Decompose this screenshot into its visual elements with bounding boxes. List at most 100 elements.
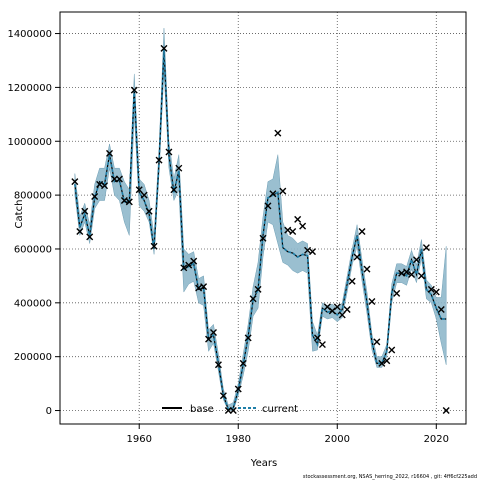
observed-point [437, 306, 445, 314]
observed-point-stroke [427, 285, 435, 293]
observed-point-stroke [358, 227, 366, 235]
observed-point-stroke [338, 311, 346, 319]
observed-point [115, 175, 123, 183]
observed-point-stroke [383, 357, 391, 365]
observed-point-stroke [274, 129, 282, 137]
observed-point [135, 186, 143, 194]
observed-point-stroke [279, 187, 287, 195]
observed-point [373, 338, 381, 346]
observed-point [398, 269, 406, 277]
observed-point-stroke [348, 277, 356, 285]
observed-point [155, 156, 163, 164]
observed-point [264, 202, 272, 210]
observed-point [234, 385, 242, 393]
observed-point [145, 207, 153, 215]
observed-point [412, 256, 420, 264]
observed-point-stroke [333, 303, 341, 311]
observed-point-stroke [91, 192, 99, 200]
observed-point-stroke [71, 178, 79, 186]
observed-point [71, 178, 79, 186]
y-tick-label: 1200000 [7, 83, 52, 94]
observed-point [343, 306, 351, 314]
observed-point-stroke [130, 86, 138, 94]
observed-point-stroke [120, 197, 128, 204]
observed-point [333, 303, 341, 311]
legend-base-label: base [190, 404, 214, 415]
observed-point-stroke [155, 156, 163, 164]
confidence-band [74, 28, 447, 411]
observed-point-stroke [408, 271, 416, 279]
observed-point-stroke [160, 44, 168, 52]
y-tick-label: 600000 [14, 244, 52, 255]
observed-point-stroke [313, 334, 321, 342]
observed-point [338, 311, 346, 319]
observed-point [170, 186, 178, 194]
observed-point-stroke [259, 234, 267, 242]
observed-point [214, 361, 222, 369]
observed-point [422, 244, 430, 252]
observed-point-stroke [101, 182, 109, 190]
observed-point [219, 392, 227, 400]
observed-point-stroke [86, 233, 94, 241]
observed-point-stroke [264, 202, 272, 210]
observed-point [130, 86, 138, 94]
observed-point [388, 346, 396, 354]
observed-point [408, 271, 416, 279]
y-tick-label: 200000 [14, 352, 52, 363]
observed-point-stroke [269, 190, 277, 198]
observed-point-stroke [165, 148, 173, 156]
observed-point-stroke [234, 385, 242, 393]
observed-point-stroke [125, 198, 133, 206]
observed-point [200, 283, 208, 291]
observed-point [140, 191, 148, 199]
observed-point-stroke [96, 180, 104, 188]
observed-point-stroke [214, 361, 222, 369]
observed-points [71, 44, 450, 415]
observed-point-stroke [373, 338, 381, 346]
x-tick-label: 2000 [325, 434, 350, 445]
y-tick-label: 1400000 [7, 29, 52, 40]
legend-current-label: current [262, 404, 298, 415]
footnote: stockassessment.org, NSAS_herring_2022, … [303, 474, 477, 480]
observed-point-stroke [219, 392, 227, 400]
observed-point [229, 407, 237, 415]
observed-point [86, 233, 94, 241]
observed-point [403, 268, 411, 276]
observed-point [120, 197, 128, 204]
observed-point-stroke [106, 149, 114, 157]
observed-point [313, 334, 321, 342]
observed-point [274, 129, 282, 137]
observed-point-stroke [284, 226, 292, 234]
observed-point-stroke [170, 186, 178, 194]
observed-point-stroke [254, 285, 262, 293]
observed-point-stroke [309, 248, 317, 256]
observed-point-stroke [378, 359, 386, 367]
observed-point [195, 284, 203, 292]
observed-point-stroke [343, 306, 351, 314]
observed-point-stroke [398, 269, 406, 277]
observed-point [125, 198, 133, 206]
observed-point-stroke [353, 253, 361, 261]
observed-point-stroke [294, 215, 302, 223]
observed-point [165, 148, 173, 156]
observed-point-stroke [289, 227, 297, 235]
observed-point-stroke [180, 264, 188, 272]
observed-point [427, 285, 435, 293]
observed-point [254, 285, 262, 293]
confidence-band-area [74, 28, 447, 411]
observed-point [239, 359, 247, 367]
observed-point-stroke [140, 191, 148, 199]
observed-point-stroke [76, 227, 84, 235]
observed-point [190, 257, 198, 265]
observed-point [442, 407, 450, 415]
observed-point [244, 334, 252, 342]
observed-point [363, 265, 371, 273]
observed-point-stroke [393, 289, 401, 297]
observed-point-stroke [200, 283, 208, 291]
observed-point [353, 253, 361, 261]
y-axis-title: Catch [14, 200, 25, 229]
y-tick-label: 400000 [14, 298, 52, 309]
observed-point-stroke [442, 407, 450, 415]
observed-point [150, 242, 158, 250]
